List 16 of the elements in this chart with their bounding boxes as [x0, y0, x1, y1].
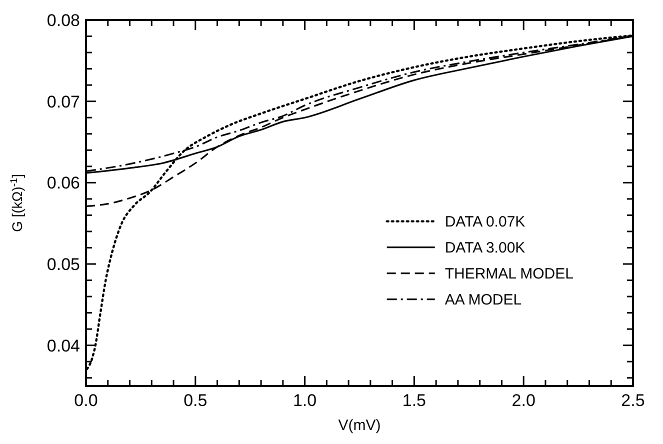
x-tick-label: 2.5: [621, 391, 645, 410]
x-tick-label: 1.5: [402, 391, 426, 410]
legend-label: AA MODEL: [444, 292, 522, 309]
y-tick-label: 0.08: [46, 10, 80, 30]
x-tick-label: 0.0: [74, 391, 98, 410]
y-tick-label: 0.05: [46, 254, 80, 274]
legend-label: DATA 0.07K: [444, 214, 526, 231]
legend-label: THERMAL MODEL: [444, 266, 574, 283]
legend-label: DATA 3.00K: [444, 240, 526, 257]
x-axis-title: V(mV): [338, 417, 381, 434]
y-tick-label: 0.04: [46, 336, 80, 356]
x-tick-label: 2.0: [512, 391, 536, 410]
x-tick-label: 0.5: [184, 391, 208, 410]
y-tick-label: 0.07: [46, 92, 80, 112]
y-tick-label: 0.06: [46, 174, 80, 193]
x-tick-label: 1.0: [292, 391, 317, 410]
